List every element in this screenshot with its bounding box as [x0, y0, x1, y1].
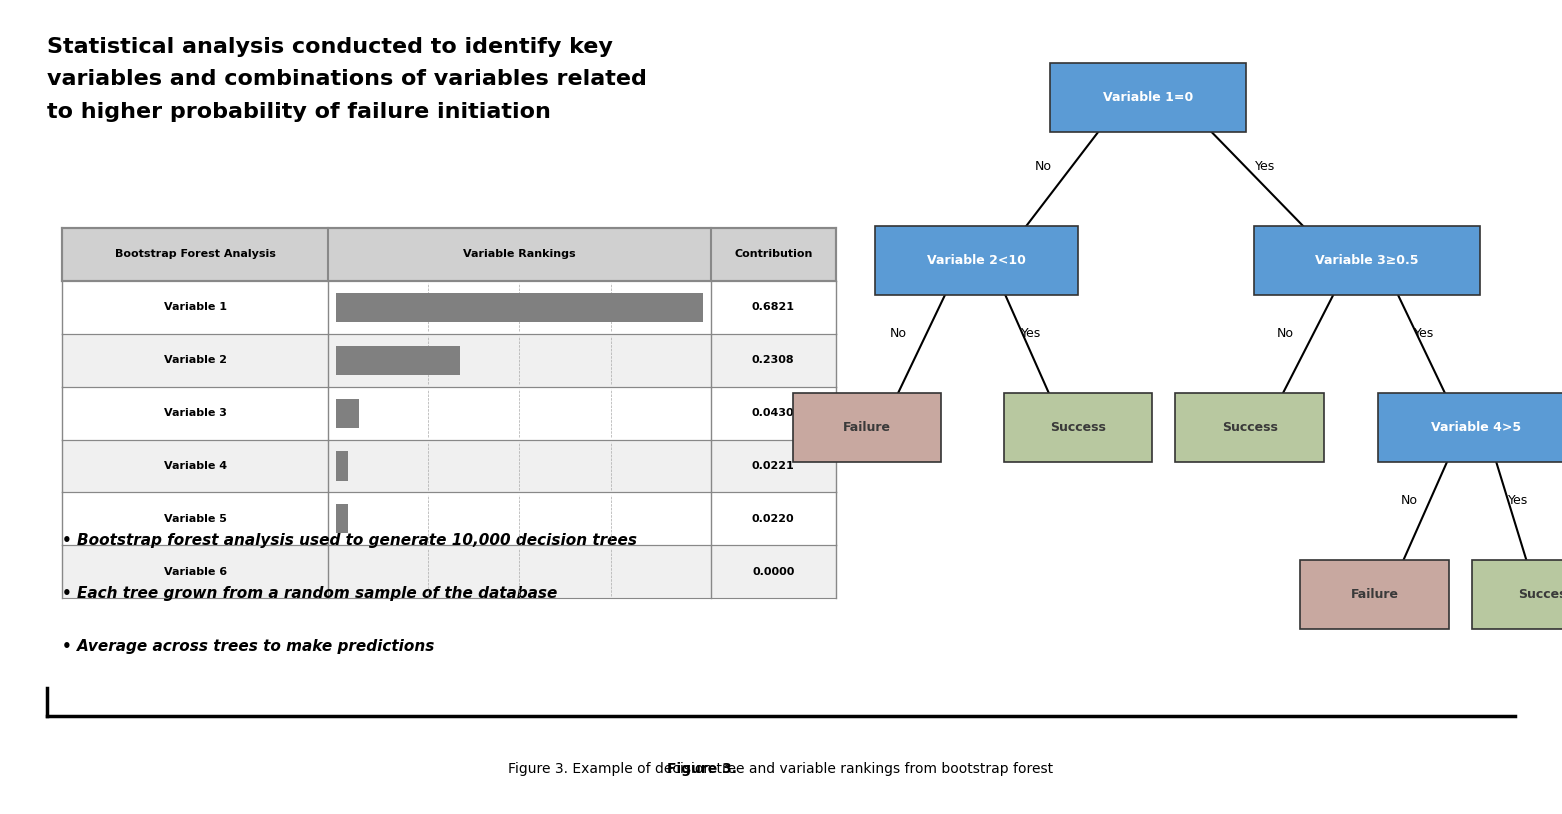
- Text: Variable 3≥0.5: Variable 3≥0.5: [1315, 254, 1418, 267]
- Text: Variable 6: Variable 6: [164, 567, 226, 577]
- Bar: [62, 492, 836, 545]
- Text: Variable 3: Variable 3: [164, 408, 226, 418]
- FancyBboxPatch shape: [1471, 560, 1562, 628]
- Text: Success: Success: [1518, 588, 1562, 601]
- Bar: [62, 281, 836, 334]
- Text: Yes: Yes: [1022, 327, 1040, 340]
- FancyBboxPatch shape: [793, 393, 940, 462]
- Text: Variable Rankings: Variable Rankings: [462, 249, 576, 260]
- FancyBboxPatch shape: [1176, 393, 1325, 462]
- Bar: [62, 334, 836, 387]
- FancyBboxPatch shape: [1050, 63, 1245, 132]
- Bar: [62, 387, 836, 440]
- Text: Bootstrap Forest Analysis: Bootstrap Forest Analysis: [116, 249, 275, 260]
- Text: Yes: Yes: [1256, 160, 1275, 173]
- Bar: [62, 440, 836, 492]
- Bar: [336, 452, 348, 480]
- Text: Yes: Yes: [1509, 494, 1528, 507]
- FancyBboxPatch shape: [1003, 393, 1151, 462]
- Text: Failure: Failure: [843, 421, 890, 434]
- Text: No: No: [1036, 160, 1051, 173]
- Text: 0.0220: 0.0220: [751, 514, 795, 524]
- Text: • Average across trees to make predictions: • Average across trees to make predictio…: [62, 639, 434, 654]
- Text: Contribution: Contribution: [734, 249, 812, 260]
- Bar: [336, 346, 461, 374]
- Text: Variable 4: Variable 4: [164, 461, 226, 471]
- Text: • Each tree grown from a random sample of the database: • Each tree grown from a random sample o…: [62, 586, 558, 601]
- Text: Success: Success: [1221, 421, 1278, 434]
- Text: No: No: [890, 327, 906, 340]
- Bar: [62, 545, 836, 598]
- Bar: [336, 293, 703, 322]
- Text: No: No: [1278, 327, 1293, 340]
- Text: Variable 2: Variable 2: [164, 355, 226, 365]
- FancyBboxPatch shape: [62, 228, 836, 281]
- Text: • Bootstrap forest analysis used to generate 10,000 decision trees: • Bootstrap forest analysis used to gene…: [62, 533, 637, 548]
- FancyBboxPatch shape: [1253, 225, 1481, 295]
- Text: Variable 5: Variable 5: [164, 514, 226, 524]
- Text: Variable 2<10: Variable 2<10: [926, 254, 1026, 267]
- Text: Variable 1=0: Variable 1=0: [1103, 91, 1193, 104]
- FancyBboxPatch shape: [1300, 560, 1448, 628]
- FancyBboxPatch shape: [875, 225, 1078, 295]
- Text: 0.0000: 0.0000: [751, 567, 795, 577]
- Text: variables and combinations of variables related: variables and combinations of variables …: [47, 69, 647, 90]
- Bar: [336, 505, 348, 533]
- Text: Figure 3.: Figure 3.: [667, 762, 737, 777]
- Text: 0.0430: 0.0430: [751, 408, 795, 418]
- Text: Figure 3. Example of decision tree and variable rankings from bootstrap forest: Figure 3. Example of decision tree and v…: [509, 762, 1053, 777]
- Bar: [336, 399, 359, 427]
- Text: No: No: [1401, 494, 1417, 507]
- Text: Failure: Failure: [1351, 588, 1398, 601]
- Text: Variable 1: Variable 1: [164, 302, 226, 313]
- FancyBboxPatch shape: [1378, 393, 1562, 462]
- Text: 0.2308: 0.2308: [751, 355, 795, 365]
- Text: 0.6821: 0.6821: [751, 302, 795, 313]
- Text: 0.0221: 0.0221: [751, 461, 795, 471]
- Text: Variable 4>5: Variable 4>5: [1431, 421, 1521, 434]
- Text: Yes: Yes: [1415, 327, 1434, 340]
- Text: to higher probability of failure initiation: to higher probability of failure initiat…: [47, 102, 551, 122]
- Text: Success: Success: [1050, 421, 1106, 434]
- Text: Statistical analysis conducted to identify key: Statistical analysis conducted to identi…: [47, 37, 612, 57]
